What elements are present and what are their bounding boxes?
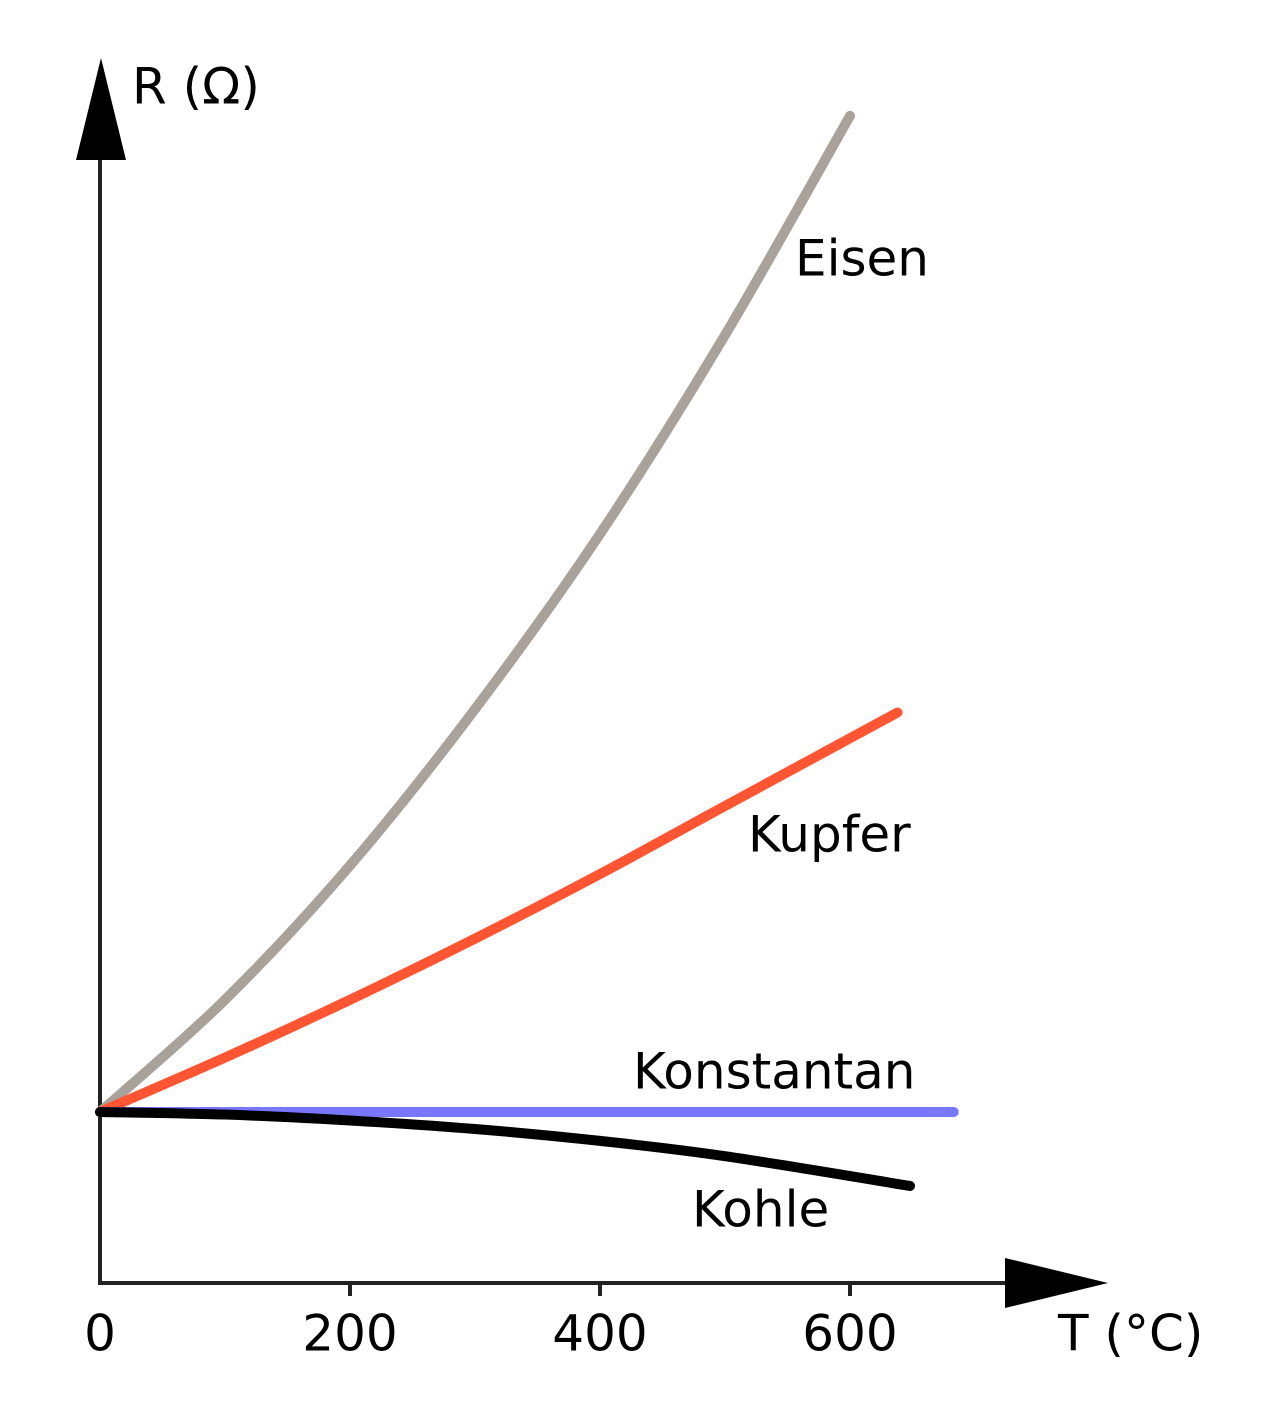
x-tick-label: 0 [84,1305,116,1363]
x-tick-label: 200 [302,1305,397,1363]
series-label: Kupfer [748,806,911,864]
series-label: Kohle [692,1181,829,1239]
x-axis-arrow [1005,1258,1108,1308]
y-axis-arrow [76,58,126,160]
x-tick-label: 600 [802,1305,897,1363]
x-tick-label: 400 [552,1305,647,1363]
x-axis-label: T (°C) [1057,1305,1203,1363]
series-line [95,707,903,1117]
series-label: Eisen [795,230,929,288]
y-axis-label: R (Ω) [132,58,260,116]
series-label: Konstantan [633,1043,916,1101]
series-line [95,110,855,1117]
series-line [95,1107,915,1191]
